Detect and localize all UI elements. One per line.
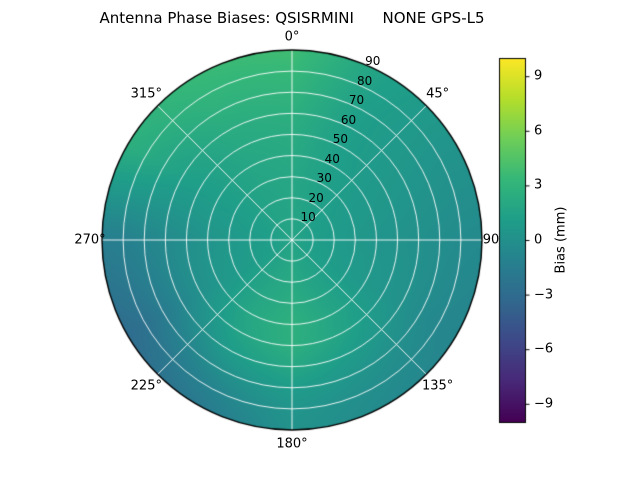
radial-tick-label: 20	[308, 190, 324, 205]
radial-tick-label: 80	[356, 73, 373, 88]
angular-tick-label: 315°	[130, 86, 162, 102]
radial-tick-label: 40	[324, 151, 340, 166]
radial-tick-label: 60	[340, 112, 357, 127]
angular-tick-label: 45°	[426, 86, 450, 102]
radial-tick-label: 50	[332, 132, 349, 147]
colorbar-tick-label: 0	[534, 232, 543, 248]
angular-tick-label: 0°	[284, 29, 300, 45]
colorbar-tick-label: 6	[534, 123, 543, 139]
colorbar-tick-label: −9	[534, 396, 554, 412]
chart-title: Antenna Phase Biases: QSISRMINI NONE GPS…	[99, 9, 485, 27]
angular-tick-label: 90	[482, 232, 500, 248]
radial-tick-label: 30	[316, 171, 332, 186]
angular-tick-label: 225°	[130, 378, 162, 394]
radial-tick-label: 10	[300, 210, 316, 225]
radial-tick-label: 90	[365, 54, 381, 69]
angular-tick-label: 180°	[276, 436, 308, 452]
radial-tick-label: 70	[348, 93, 365, 108]
angular-tick-label: 135°	[421, 378, 454, 394]
colorbar-tick-label: 3	[534, 177, 543, 193]
angular-tick-label: 270°	[74, 232, 106, 248]
colorbar-tick-label: −6	[534, 341, 554, 357]
colorbar-axis-label: Bias (mm)	[553, 206, 569, 274]
colorbar-tick-label: −3	[534, 287, 554, 303]
colorbar-tick-label: 9	[534, 68, 543, 84]
